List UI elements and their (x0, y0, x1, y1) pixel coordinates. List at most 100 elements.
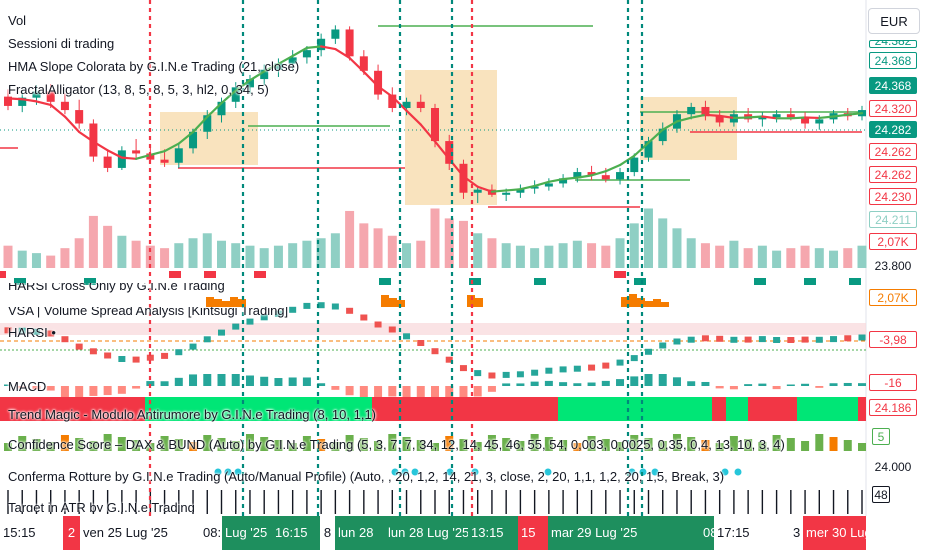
hma-slope-segment (533, 180, 550, 188)
hma-slope-segment (163, 142, 180, 153)
volume-bar (487, 238, 497, 268)
confidence-bar (75, 438, 84, 451)
hma-slope-segment (348, 56, 365, 73)
harsi-candle (773, 337, 781, 343)
volume-bar (672, 228, 682, 268)
time-axis-label[interactable]: 15:15 (0, 516, 63, 550)
harsi-candle (374, 321, 382, 328)
volume-bar (17, 250, 27, 268)
legend-fractal-alligator[interactable]: FractalAlligator (13, 8, 5, 8, 5, 3, hl2… (8, 82, 269, 97)
confidence-bar (4, 443, 12, 451)
harsi-candle (758, 336, 766, 343)
pane-label-harsi-cross[interactable]: HARSI Cross Only by G.I.N.e Trading (8, 278, 225, 293)
candle-body (388, 94, 397, 108)
break-signal-dot (651, 468, 659, 476)
time-axis-label[interactable]: lun 28 Lug '25 (385, 516, 468, 550)
hma-slope-segment (49, 103, 67, 118)
time-axis-label[interactable]: 3 (790, 516, 803, 550)
pane-label-confidence[interactable]: Confidence Score – DAX & BUND (Auto) by … (8, 437, 785, 452)
harsi-candle (830, 336, 838, 343)
time-axis-label[interactable]: 08:15 (700, 516, 714, 550)
time-axis-label[interactable]: mer 30 Lug (803, 516, 866, 550)
time-axis-label[interactable]: Lug '25 (222, 516, 272, 550)
hma-slope-segment (718, 114, 736, 120)
volume-bar (202, 233, 212, 268)
confidence-bar (644, 438, 653, 451)
pane-label-harsi[interactable]: HARSI • (8, 325, 56, 340)
pane-label-target-atr[interactable]: Target in ATR by G.I.N.e Trading (8, 500, 195, 515)
harsi-candle (730, 336, 738, 343)
legend-hma[interactable]: HMA Slope Colorata by G.I.N.e Trading (2… (8, 59, 300, 74)
macd-bar (4, 384, 12, 386)
candle-body (630, 157, 639, 173)
macd-bar (658, 374, 667, 386)
harsi-candle (388, 326, 396, 333)
volume-bar (46, 255, 56, 268)
macd-bar (374, 386, 383, 398)
pane-label-trend-magic[interactable]: Trend Magic - Modulo Antirumore by G.I.N… (8, 407, 377, 422)
harsi-cross-marker (754, 278, 766, 285)
harsi-candle (104, 352, 112, 359)
confidence-bar (245, 434, 254, 451)
volume-bar (772, 250, 782, 268)
currency-button[interactable]: EUR (868, 8, 920, 34)
pane-label-macd[interactable]: MACD (8, 379, 47, 394)
harsi-candle (474, 370, 482, 377)
time-axis-label[interactable]: 15 (518, 516, 548, 550)
vsa-bar (214, 299, 222, 307)
candle-body (345, 29, 354, 57)
time-axis-label[interactable]: ven 25 Lug '25 (80, 516, 200, 550)
time-axis-label[interactable]: 08:15 (200, 516, 222, 550)
break-signal-dot (391, 468, 399, 476)
time-axis-label[interactable]: lun 28 (335, 516, 385, 550)
legend-sessions[interactable]: Sessioni di trading (8, 36, 115, 51)
legend-vol[interactable]: Vol (8, 13, 27, 28)
harsi-candle (189, 343, 197, 350)
volume-bar (729, 240, 739, 268)
break-signal-dot (628, 468, 636, 476)
candle-body (146, 153, 155, 160)
indicator-tag: 5 (872, 428, 890, 445)
time-axis-label[interactable]: 8 (320, 516, 335, 550)
macd-bar (217, 374, 226, 386)
session-zone-2 (640, 97, 737, 160)
macd-bar (715, 386, 724, 389)
volume-bar (160, 248, 170, 268)
macd-bar (60, 386, 69, 398)
time-axis-label[interactable]: 2 (63, 516, 80, 550)
candle-body (473, 189, 482, 193)
harsi-candle (445, 356, 453, 363)
harsi-candle (645, 348, 652, 355)
vsa-bar (467, 295, 475, 307)
confidence-bar (203, 435, 212, 451)
confidence-bar (431, 443, 439, 451)
time-axis-label[interactable]: 13:15 (468, 516, 518, 550)
time-axis-label[interactable]: 16:15 (272, 516, 320, 550)
confidence-bar (189, 442, 198, 451)
candle-body (117, 150, 126, 168)
harsi-candle (673, 338, 681, 345)
harsi-candle (417, 340, 425, 346)
time-axis-label[interactable]: mar 29 Lug '25 (548, 516, 700, 550)
candle-body (801, 117, 810, 124)
macd-bar (288, 377, 297, 386)
candle-body (103, 156, 112, 168)
pane-label-conferma-rotture[interactable]: Conferma Rotture by G.I.N.e Trading (Aut… (8, 469, 725, 484)
volume-bar (103, 225, 113, 268)
confidence-bar (530, 434, 539, 451)
price-tag: 24.262 (869, 143, 917, 160)
hma-slope-segment (476, 185, 494, 193)
pane-label-vsa[interactable]: VSA | Volume Spread Analysis [Kintsugi T… (8, 303, 289, 318)
confidence-bar (772, 435, 781, 451)
volume-bar (515, 245, 525, 268)
harsi-candle (4, 327, 12, 334)
confidence-bar (616, 442, 625, 451)
harsi-candle (218, 329, 225, 336)
harsi-candle (616, 359, 624, 366)
volume-bar (131, 240, 141, 268)
macd-bar (245, 375, 254, 386)
hma-slope-segment (362, 70, 380, 88)
hma-slope-segment (690, 113, 707, 119)
time-axis-label[interactable]: 17:15 (714, 516, 790, 550)
